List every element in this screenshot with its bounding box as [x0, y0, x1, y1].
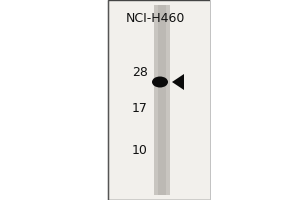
Bar [0, 0, 108, 200]
Bar [154, 5, 170, 195]
Text: 28: 28 [132, 66, 148, 79]
Bar [210, 0, 300, 200]
Text: NCI-H460: NCI-H460 [125, 12, 185, 25]
Ellipse shape [152, 76, 168, 88]
Text: 10: 10 [132, 144, 148, 156]
Bar [108, 0, 300, 200]
Polygon shape [172, 74, 184, 90]
Text: 17: 17 [132, 102, 148, 114]
Bar [158, 5, 166, 195]
